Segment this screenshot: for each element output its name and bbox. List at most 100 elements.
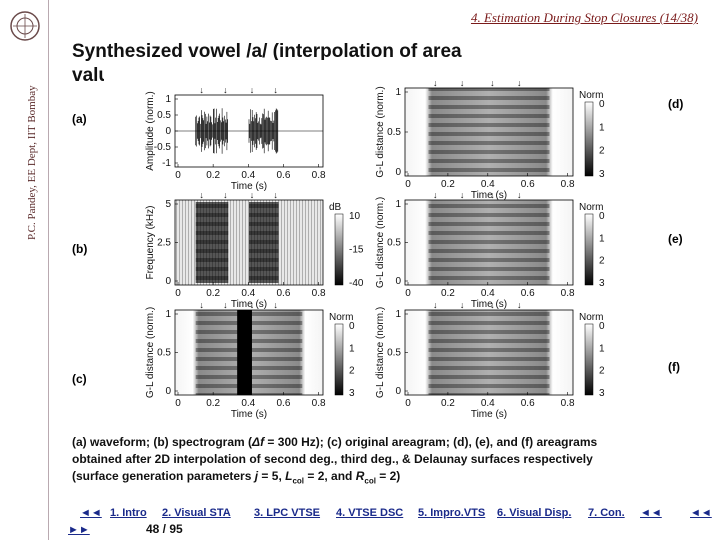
caption-symbol: R [355, 469, 365, 483]
y-tick-label: 0 [395, 276, 401, 287]
colorbar-tick-label: 1 [599, 343, 605, 354]
nav-back[interactable]: ◄◄ [640, 507, 662, 519]
section-link[interactable]: 4. Estimation During Stop Closures (14/3… [470, 10, 698, 25]
caption-line: (a) waveform; (b) spectrogram (Δf = 300 … [72, 434, 597, 451]
x-tick-label: 0.6 [276, 288, 290, 299]
colorbar-tick-label: 3 [599, 388, 605, 399]
colorbar-tick-label: 2 [349, 366, 355, 377]
colorbar-tick-label: 3 [599, 169, 605, 180]
y-axis-label: Frequency (kHz) [145, 206, 156, 280]
colorbar-tick-label: 10 [349, 211, 361, 222]
sidebar-text: P.C. Pandey, EE Dept, IIT Bombay [26, 85, 38, 240]
y-axis-label: Amplitude (norm.) [145, 91, 156, 170]
y-tick-label: 0.5 [387, 238, 401, 249]
x-tick-label: 0.6 [521, 398, 535, 409]
nav-link[interactable]: 5. Impro.VTS [418, 507, 486, 519]
nav-link[interactable]: 6. Visual Disp. [497, 507, 572, 519]
colorbar-tick-label: 3 [599, 278, 605, 289]
marker-arrow: ↓ [460, 78, 465, 88]
y-tick-label: -1 [162, 158, 171, 169]
y-axis-label: G-L distance (norm.) [375, 86, 386, 177]
marker-arrow: ↓ [273, 300, 278, 310]
caption-line: obtained after 2D interpolation of secon… [72, 452, 593, 466]
x-tick-label: 0 [405, 288, 411, 299]
x-tick-label: 0.2 [441, 288, 455, 299]
caption-text: = 300 Hz); (c) original areagram; (d), (… [264, 435, 598, 449]
x-tick-label: 0.8 [312, 170, 326, 181]
marker-arrow: ↓ [490, 300, 495, 310]
y-tick-label: 0 [395, 167, 401, 178]
y-axis-label: G-L distance (norm.) [375, 307, 386, 398]
y-tick-label: 1 [165, 94, 171, 105]
panel-label: (c) [72, 372, 87, 386]
x-tick-label: 0.2 [206, 170, 220, 181]
x-tick-label: 0.2 [206, 398, 220, 409]
x-tick-label: 0.4 [481, 288, 495, 299]
spectrogram-texture [175, 200, 323, 285]
x-axis-label: Time (s) [231, 181, 267, 192]
x-tick-label: 0.4 [481, 179, 495, 190]
marker-arrow: ↓ [517, 300, 522, 310]
closure-bar [237, 310, 252, 395]
y-tick-label: 1 [165, 309, 171, 320]
x-tick-label: 0.2 [206, 288, 220, 299]
y-tick-label: 1 [395, 309, 401, 320]
nav-last[interactable]: ►► [68, 524, 90, 536]
logo [10, 11, 40, 41]
marker-arrow: ↓ [199, 300, 204, 310]
panel-label: (d) [668, 97, 684, 111]
nav-link[interactable]: 4. VTSE DSC [336, 507, 404, 519]
colorbar-tick-label: 1 [599, 122, 605, 133]
caption: (a) waveform; (b) spectrogram (Δf = 300 … [72, 434, 597, 489]
caption-text: (a) waveform; (b) spectrogram ( [72, 435, 253, 449]
x-axis-label: Time (s) [471, 409, 507, 420]
panel-label: (e) [668, 232, 683, 246]
y-tick-label: 0.5 [387, 127, 401, 138]
x-tick-label: 0.6 [276, 170, 290, 181]
caption-symbol: j [254, 469, 259, 483]
figure: ↓ ↓ ↓ ↓ 1 0.5 0 -0.5 -1 0 0.2 0.4 0.6 0.8 Time (s) Ampl… [104, 60, 656, 432]
marker-arrow: ↓ [250, 85, 255, 95]
panel-label: (a) [72, 112, 87, 126]
colorbar-title: dB [329, 202, 342, 213]
nav-link[interactable]: 2. Visual STA [162, 507, 231, 519]
x-tick-label: 0.8 [561, 398, 575, 409]
y-tick-label: -0.5 [154, 142, 172, 153]
caption-symbol: Δf [252, 435, 265, 449]
areagram-bands [428, 310, 550, 395]
areagram-bands [428, 200, 550, 285]
x-tick-label: 0.4 [241, 288, 255, 299]
x-axis-label: Time (s) [231, 409, 267, 420]
marker-arrow: ↓ [250, 190, 255, 200]
marker-arrow: ↓ [199, 85, 204, 95]
nav-link[interactable]: 7. Con. [588, 507, 625, 519]
colorbar [334, 323, 344, 396]
nav-end[interactable]: ◄◄ [690, 507, 712, 519]
caption-subscript: col [364, 476, 376, 486]
y-axis-label: G-L distance (norm.) [375, 197, 386, 288]
marker-arrow: ↓ [223, 300, 228, 310]
colorbar-tick-label: 2 [599, 146, 605, 157]
y-axis-label: G-L distance (norm.) [145, 307, 156, 398]
x-tick-label: 0 [175, 170, 181, 181]
y-tick-label: 1 [395, 87, 401, 98]
marker-arrow: ↓ [250, 300, 255, 310]
colorbar-tick-label: 2 [599, 366, 605, 377]
caption-text: = 5, [258, 469, 286, 483]
y-tick-label: 0 [165, 386, 171, 397]
y-tick-label: 0 [165, 276, 171, 287]
nav-link[interactable]: 3. LPC VTSE [254, 507, 321, 519]
colorbar-tick-label: 0 [349, 321, 355, 332]
nav-first[interactable]: ◄◄ [80, 507, 102, 519]
marker-arrow: ↓ [433, 78, 438, 88]
nav-link[interactable]: 1. Intro [110, 507, 147, 519]
x-tick-label: 0 [175, 398, 181, 409]
marker-arrow: ↓ [433, 190, 438, 200]
x-tick-label: 0 [405, 179, 411, 190]
colorbar-tick-label: 0 [599, 99, 605, 110]
colorbar [584, 101, 594, 177]
caption-subscript: col [292, 476, 305, 486]
colorbar-tick-label: 0 [599, 211, 605, 222]
